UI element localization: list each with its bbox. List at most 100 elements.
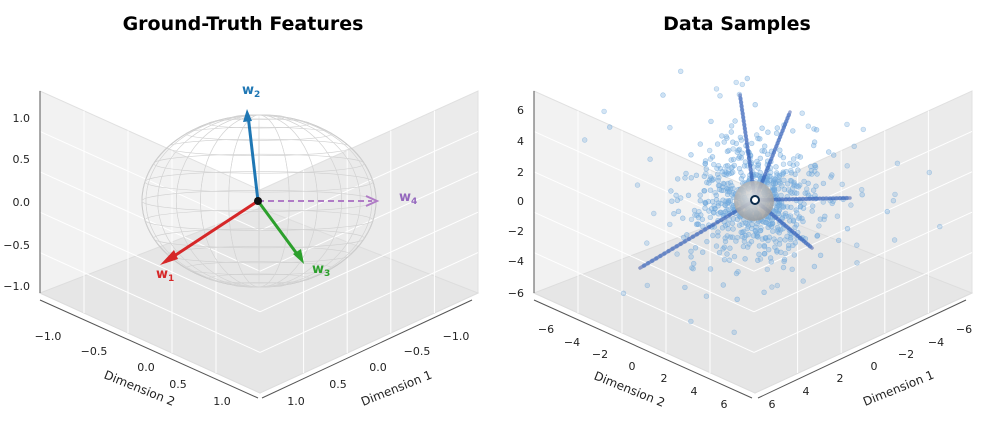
data-point	[744, 225, 750, 232]
data-point	[765, 224, 771, 231]
data-point	[741, 235, 748, 241]
data-point	[851, 143, 857, 150]
data-point	[620, 290, 627, 296]
left-y-tick: −0.5	[81, 345, 108, 358]
data-point	[772, 244, 778, 250]
ray-point	[707, 224, 712, 230]
ray-point	[670, 246, 675, 251]
data-point	[771, 185, 777, 191]
ray-point	[746, 156, 752, 161]
ray-point	[745, 148, 751, 153]
ray-point	[674, 244, 679, 249]
data-point	[809, 203, 816, 209]
right-y-axis-line	[533, 299, 753, 399]
ray-point	[820, 196, 826, 201]
data-point	[756, 243, 763, 249]
ray-point	[645, 261, 651, 266]
data-point	[701, 173, 707, 180]
right-grid	[533, 110, 973, 373]
left-x-tick: 0.5	[329, 378, 347, 391]
data-point	[703, 170, 709, 177]
data-point	[820, 180, 827, 187]
data-point	[738, 137, 745, 143]
data-point	[781, 186, 788, 193]
data-point	[724, 251, 730, 257]
data-point	[719, 133, 725, 139]
sphere-latitude	[185, 126, 333, 141]
ray-point	[738, 96, 743, 101]
ray-point	[742, 126, 747, 131]
data-point	[697, 141, 703, 147]
data-point	[744, 75, 750, 82]
data-point	[721, 244, 728, 250]
ray-point	[747, 159, 752, 165]
ray-point	[817, 196, 822, 201]
data-point	[714, 141, 721, 147]
right-y-tick: 4	[691, 385, 698, 398]
ray-point	[746, 152, 751, 157]
label-w4: w4	[399, 190, 417, 207]
vector-w1-head	[160, 250, 178, 265]
data-point	[773, 164, 779, 170]
label-w1: w1	[156, 267, 174, 284]
pane-gridline	[533, 130, 755, 232]
right-z-tick: −2	[508, 225, 524, 238]
right-x-tick: −6	[956, 323, 972, 336]
data-point	[800, 278, 806, 284]
right-y-tick: 0	[629, 360, 636, 373]
pane-gridline	[753, 211, 973, 313]
data-point	[803, 186, 810, 192]
data-point	[777, 237, 783, 243]
data-point	[742, 220, 749, 226]
ray-point	[711, 222, 716, 227]
data-point	[829, 172, 835, 178]
data-point	[738, 169, 744, 176]
data-point	[755, 257, 761, 263]
data-point	[799, 110, 805, 116]
data-point	[764, 151, 771, 158]
data-point	[739, 81, 745, 88]
data-point	[723, 133, 729, 140]
data-point	[756, 251, 762, 258]
data-point	[809, 208, 815, 214]
data-point	[825, 149, 832, 155]
data-point	[734, 216, 740, 223]
data-point	[726, 147, 732, 154]
data-point	[735, 155, 742, 161]
data-point	[731, 329, 737, 335]
right-x-tick: 6	[769, 398, 776, 411]
data-point	[759, 148, 765, 154]
ray-point	[777, 197, 782, 202]
data-point	[716, 186, 723, 193]
ray-point	[800, 196, 806, 202]
ray-point	[747, 163, 753, 168]
vector-w3-head	[293, 249, 304, 264]
data-point	[714, 165, 720, 172]
data-point	[717, 93, 723, 99]
data-point	[702, 205, 708, 211]
data-point	[606, 124, 613, 130]
data-point	[688, 248, 694, 255]
data-point	[761, 289, 767, 295]
data-point	[780, 154, 787, 161]
data-point	[787, 236, 794, 243]
data-point	[764, 180, 771, 186]
pane-gridline	[533, 171, 755, 272]
data-point	[804, 190, 810, 196]
sphere-latitude	[167, 138, 351, 156]
data-point	[713, 243, 720, 249]
data-point	[761, 143, 768, 149]
ray-point	[834, 196, 839, 201]
data-point	[773, 239, 779, 245]
ray-point	[797, 196, 802, 202]
vector-w2-head	[243, 109, 252, 122]
ray-point	[738, 100, 744, 105]
data-point	[785, 245, 792, 252]
data-point	[753, 132, 760, 138]
data-point	[810, 142, 817, 149]
data-point	[711, 203, 717, 209]
left-grid	[39, 110, 479, 373]
right-x-axis-label: Dimension 1	[861, 368, 936, 409]
data-point	[729, 183, 735, 189]
ray-point	[641, 263, 647, 268]
